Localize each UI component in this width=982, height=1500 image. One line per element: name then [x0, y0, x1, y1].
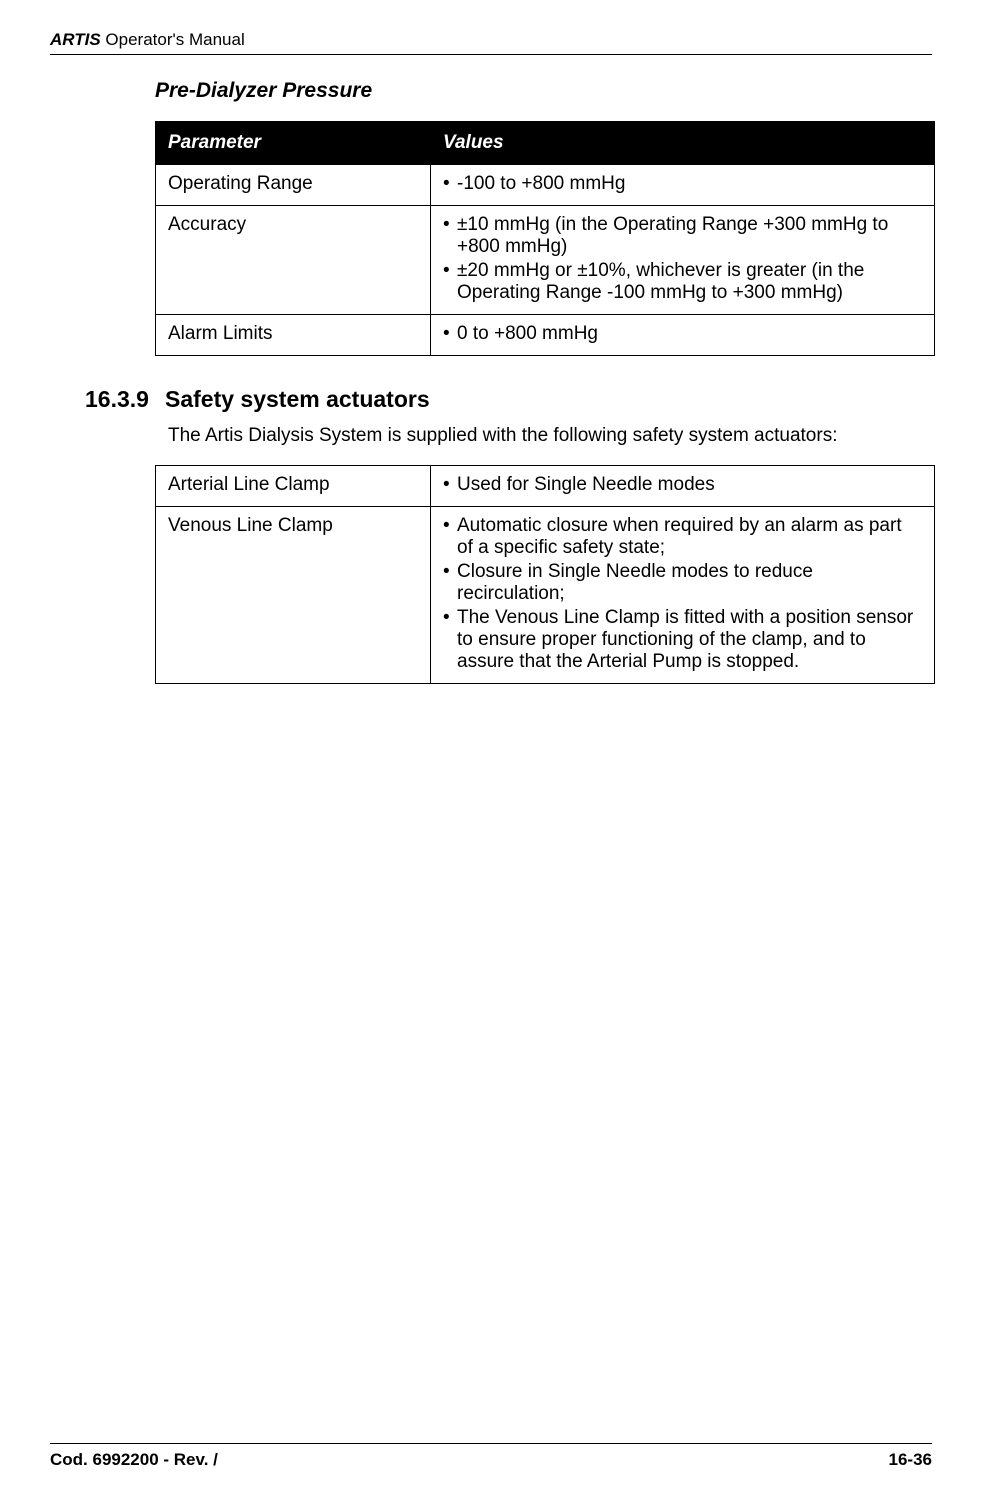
section-number: 16.3.9 [85, 386, 165, 413]
table-row: Accuracy •±10 mmHg (in the Operating Rang… [156, 206, 935, 315]
bullet-dot: • [443, 173, 457, 195]
table-row: Venous Line Clamp•Automatic closure when… [156, 507, 935, 684]
bullet-text: The Venous Line Clamp is fitted with a p… [457, 607, 922, 673]
section-title-actuators: Safety system actuators [165, 386, 430, 412]
bullet-line: •0 to +800 mmHg [443, 323, 922, 345]
cell-parameter: Alarm Limits [156, 315, 431, 356]
cell-parameter: Accuracy [156, 206, 431, 315]
bullet-dot: • [443, 214, 457, 258]
cell-parameter: Operating Range [156, 165, 431, 206]
bullet-text: 0 to +800 mmHg [457, 323, 922, 345]
footer-right: 16-36 [889, 1450, 932, 1470]
cell-parameter: Arterial Line Clamp [156, 466, 431, 507]
table-header-values: Values [431, 122, 935, 165]
actuator-table: Arterial Line Clamp•Used for Single Need… [155, 465, 935, 684]
footer-left: Cod. 6992200 - Rev. / [50, 1450, 218, 1470]
table-header-parameter: Parameter [156, 122, 431, 165]
bullet-line: •The Venous Line Clamp is fitted with a … [443, 607, 922, 673]
page-header: ARTIS Operator's Manual [50, 30, 932, 55]
bullet-dot: • [443, 260, 457, 304]
bullet-line: •Automatic closure when required by an a… [443, 515, 922, 559]
section-intro: The Artis Dialysis System is supplied wi… [168, 425, 932, 447]
cell-values: •Automatic closure when required by an a… [431, 507, 935, 684]
page: ARTIS Operator's Manual Pre-Dialyzer Pre… [0, 0, 982, 1500]
bullet-text: ±20 mmHg or ±10%, whichever is greater (… [457, 260, 922, 304]
bullet-dot: • [443, 607, 457, 673]
bullet-line: •±20 mmHg or ±10%, whichever is greater … [443, 260, 922, 304]
bullet-text: Closure in Single Needle modes to reduce… [457, 561, 922, 605]
bullet-dot: • [443, 323, 457, 345]
table-row: Arterial Line Clamp •Used for Single Need… [156, 466, 935, 507]
bullet-text: ±10 mmHg (in the Operating Range +300 mm… [457, 214, 922, 258]
bullet-dot: • [443, 474, 457, 496]
bullet-text: Used for Single Needle modes [457, 474, 922, 496]
cell-values: •Used for Single Needle modes [431, 466, 935, 507]
brand-bold: ARTIS [50, 30, 101, 49]
page-footer: Cod. 6992200 - Rev. / 16-36 [50, 1443, 932, 1470]
bullet-line: •-100 to +800 mmHg [443, 173, 922, 195]
bullet-line: •Used for Single Needle modes [443, 474, 922, 496]
brand-rest: Operator's Manual [101, 30, 245, 49]
cell-parameter: Venous Line Clamp [156, 507, 431, 684]
table-row: Alarm Limits •0 to +800 mmHg [156, 315, 935, 356]
section-heading-actuators: 16.3.9Safety system actuators [85, 386, 932, 413]
bullet-text: Automatic closure when required by an al… [457, 515, 922, 559]
section-title-pre-dialyzer: Pre-Dialyzer Pressure [155, 79, 932, 103]
pre-dialyzer-table: Parameter Values Operating Range•-100 to… [155, 121, 935, 356]
bullet-line: •Closure in Single Needle modes to reduc… [443, 561, 922, 605]
bullet-text: -100 to +800 mmHg [457, 173, 922, 195]
bullet-dot: • [443, 515, 457, 559]
bullet-line: •±10 mmHg (in the Operating Range +300 m… [443, 214, 922, 258]
cell-values: •-100 to +800 mmHg [431, 165, 935, 206]
cell-values: •0 to +800 mmHg [431, 315, 935, 356]
cell-values: •±10 mmHg (in the Operating Range +300 m… [431, 206, 935, 315]
table-row: Operating Range •-100 to +800 mmHg [156, 165, 935, 206]
bullet-dot: • [443, 561, 457, 605]
